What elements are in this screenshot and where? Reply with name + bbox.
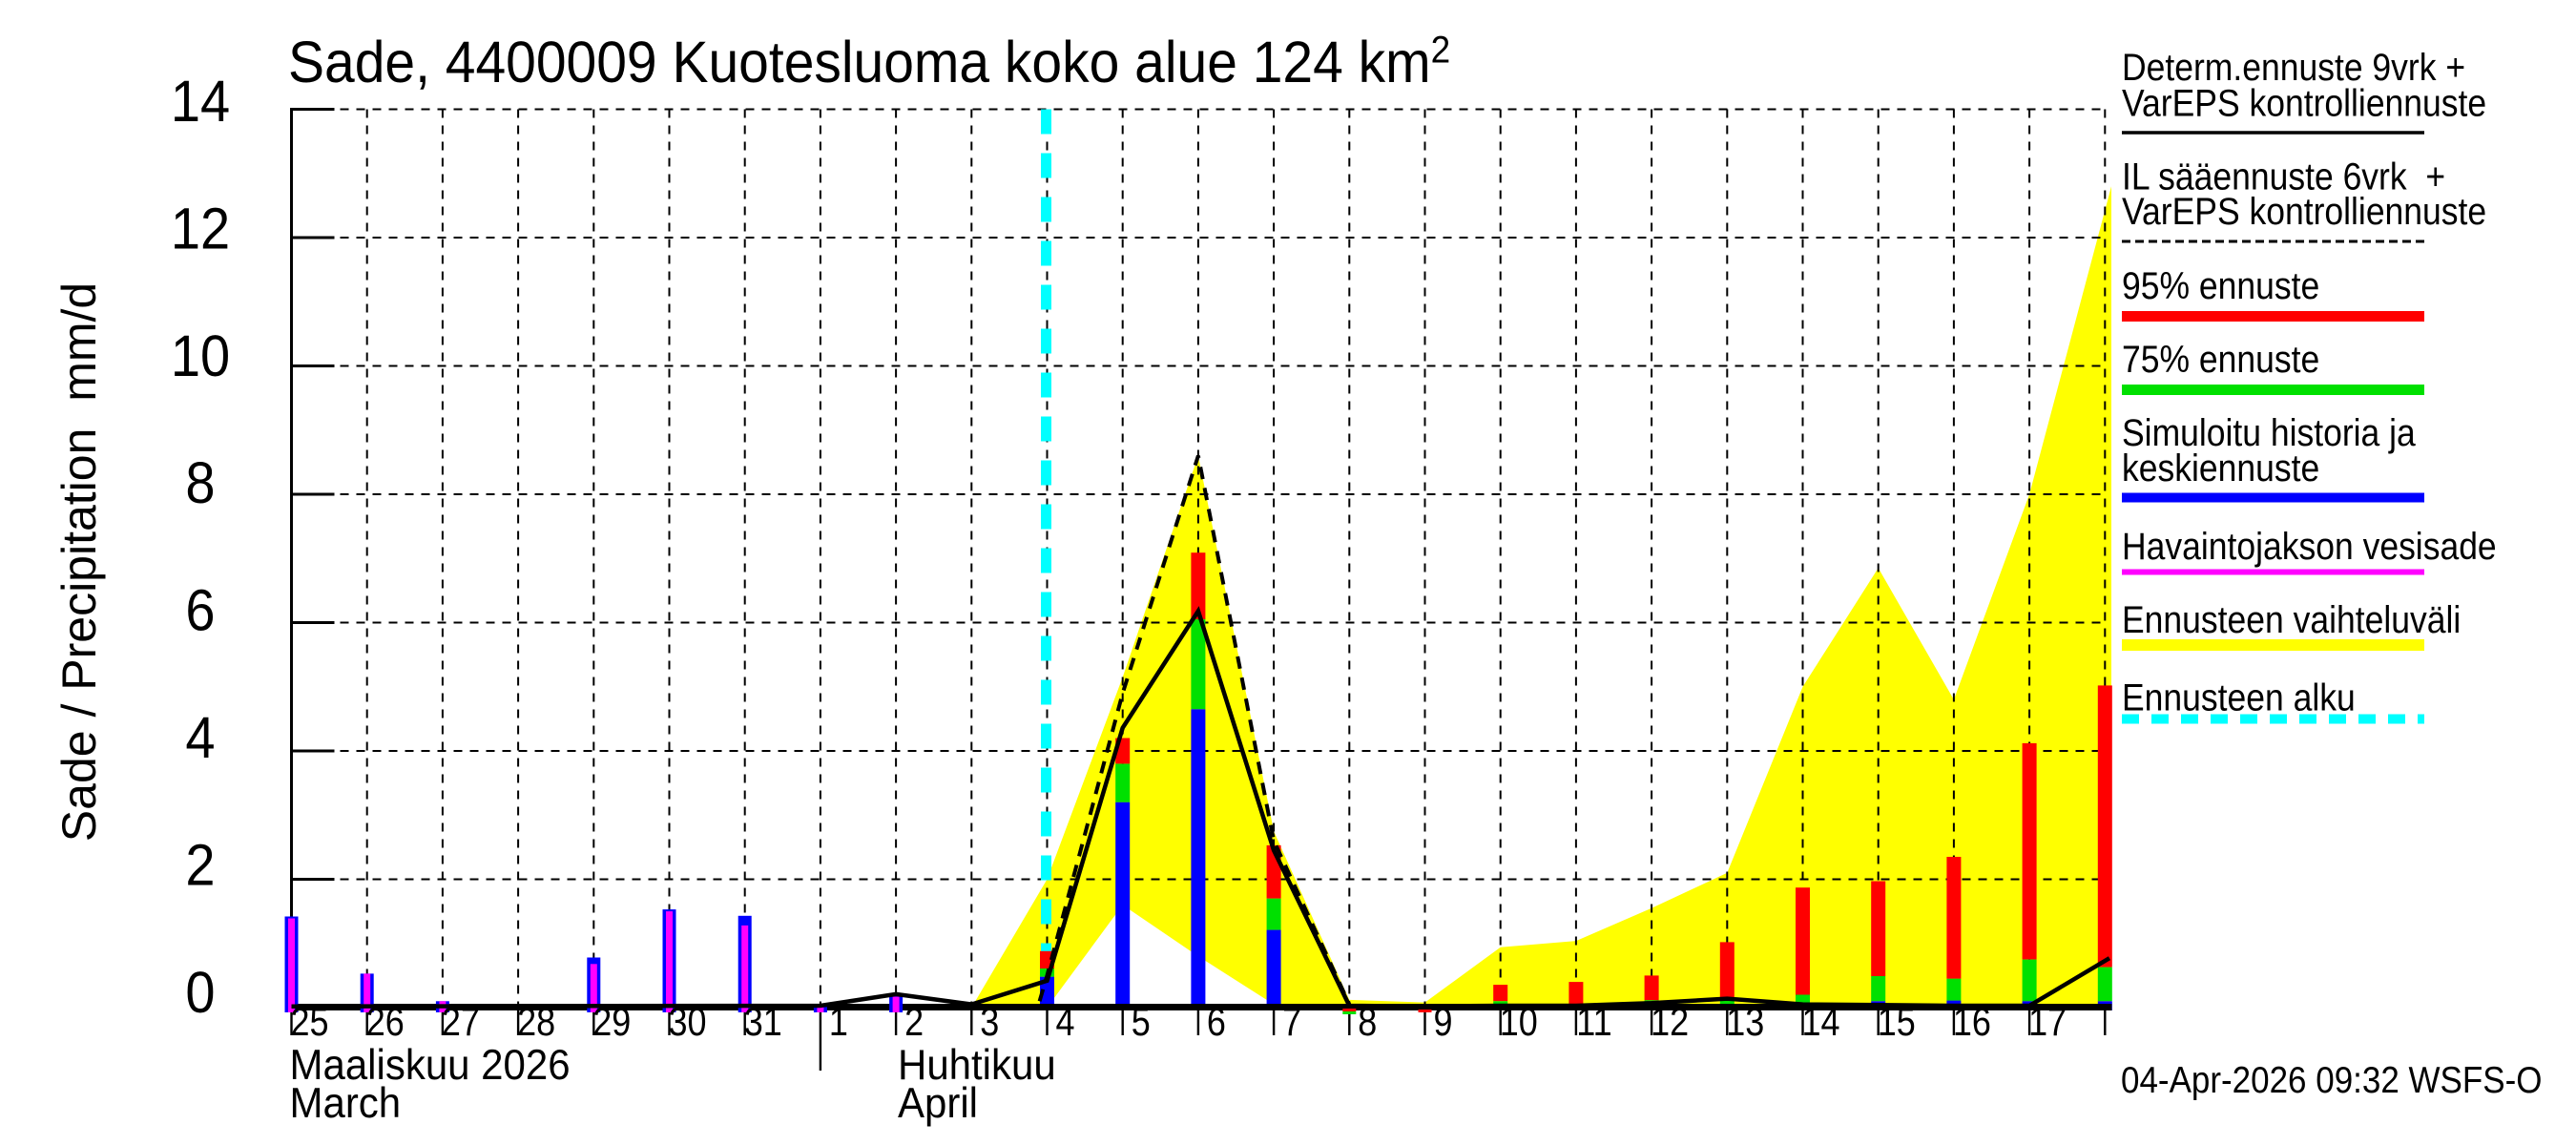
- svg-text:Havaintojakson vesisade: Havaintojakson vesisade: [2122, 525, 2497, 567]
- svg-text:4: 4: [185, 706, 215, 771]
- svg-text:9: 9: [1433, 1001, 1452, 1045]
- svg-text:Sade, 4400009 Kuotesluoma koko: Sade, 4400009 Kuotesluoma koko alue 124 …: [288, 29, 1450, 95]
- svg-text:Ennusteen vaihteluväli: Ennusteen vaihteluväli: [2122, 598, 2461, 640]
- svg-text:March: March: [290, 1080, 402, 1127]
- svg-text:10: 10: [171, 324, 230, 389]
- svg-text:15: 15: [1878, 1001, 1916, 1045]
- svg-text:VarEPS kontrolliennuste: VarEPS kontrolliennuste: [2122, 82, 2486, 124]
- svg-text:1: 1: [829, 1001, 848, 1045]
- svg-text:3: 3: [980, 1001, 999, 1045]
- svg-text:Huhtikuu: Huhtikuu: [898, 1042, 1056, 1089]
- svg-text:keskiennuste: keskiennuste: [2122, 447, 2319, 489]
- svg-text:12: 12: [171, 197, 230, 261]
- svg-text:Simuloitu historia ja: Simuloitu historia ja: [2122, 411, 2416, 453]
- svg-text:8: 8: [1358, 1001, 1377, 1045]
- svg-text:11: 11: [1576, 1001, 1611, 1045]
- svg-text:VarEPS kontrolliennuste: VarEPS kontrolliennuste: [2122, 190, 2486, 232]
- svg-text:Determ.ennuste 9vrk +: Determ.ennuste 9vrk +: [2122, 46, 2465, 88]
- svg-text:14: 14: [171, 70, 230, 135]
- svg-text:75% ennuste: 75% ennuste: [2122, 338, 2319, 380]
- svg-text:14: 14: [1801, 1001, 1839, 1045]
- svg-text:16: 16: [1953, 1001, 1991, 1045]
- svg-text:12: 12: [1651, 1001, 1689, 1045]
- svg-text:17: 17: [2028, 1001, 2067, 1045]
- svg-text:2: 2: [904, 1001, 924, 1045]
- svg-text:0: 0: [185, 961, 215, 1026]
- svg-text:27: 27: [442, 1001, 480, 1045]
- svg-text:April: April: [898, 1080, 978, 1127]
- svg-text:6: 6: [1207, 1001, 1226, 1045]
- svg-text:25: 25: [290, 1001, 328, 1045]
- svg-text:95% ennuste: 95% ennuste: [2122, 264, 2319, 306]
- svg-text:13: 13: [1726, 1001, 1764, 1045]
- svg-text:IL sääennuste 6vrk +: IL sääennuste 6vrk +: [2122, 156, 2445, 198]
- svg-text:28: 28: [517, 1001, 555, 1045]
- svg-text:4: 4: [1055, 1001, 1074, 1045]
- svg-text:8: 8: [185, 451, 215, 516]
- svg-text:30: 30: [668, 1001, 706, 1045]
- svg-text:2: 2: [185, 833, 215, 898]
- svg-text:10: 10: [1500, 1001, 1538, 1045]
- svg-text:04-Apr-2026 09:32 WSFS-O: 04-Apr-2026 09:32 WSFS-O: [2121, 1059, 2542, 1100]
- svg-text:6: 6: [185, 578, 215, 643]
- svg-text:31: 31: [744, 1001, 782, 1045]
- svg-text:7: 7: [1282, 1001, 1301, 1045]
- svg-text:Maaliskuu 2026: Maaliskuu 2026: [290, 1042, 571, 1089]
- svg-text:29: 29: [592, 1001, 631, 1045]
- svg-text:Ennusteen alku: Ennusteen alku: [2122, 677, 2356, 718]
- svg-text:Sade / Precipitation mm/d: Sade / Precipitation mm/d: [52, 282, 106, 842]
- svg-text:5: 5: [1132, 1001, 1151, 1045]
- svg-text:26: 26: [366, 1001, 405, 1045]
